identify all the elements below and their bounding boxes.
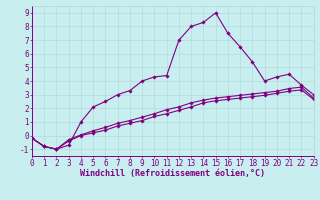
X-axis label: Windchill (Refroidissement éolien,°C): Windchill (Refroidissement éolien,°C) xyxy=(80,169,265,178)
